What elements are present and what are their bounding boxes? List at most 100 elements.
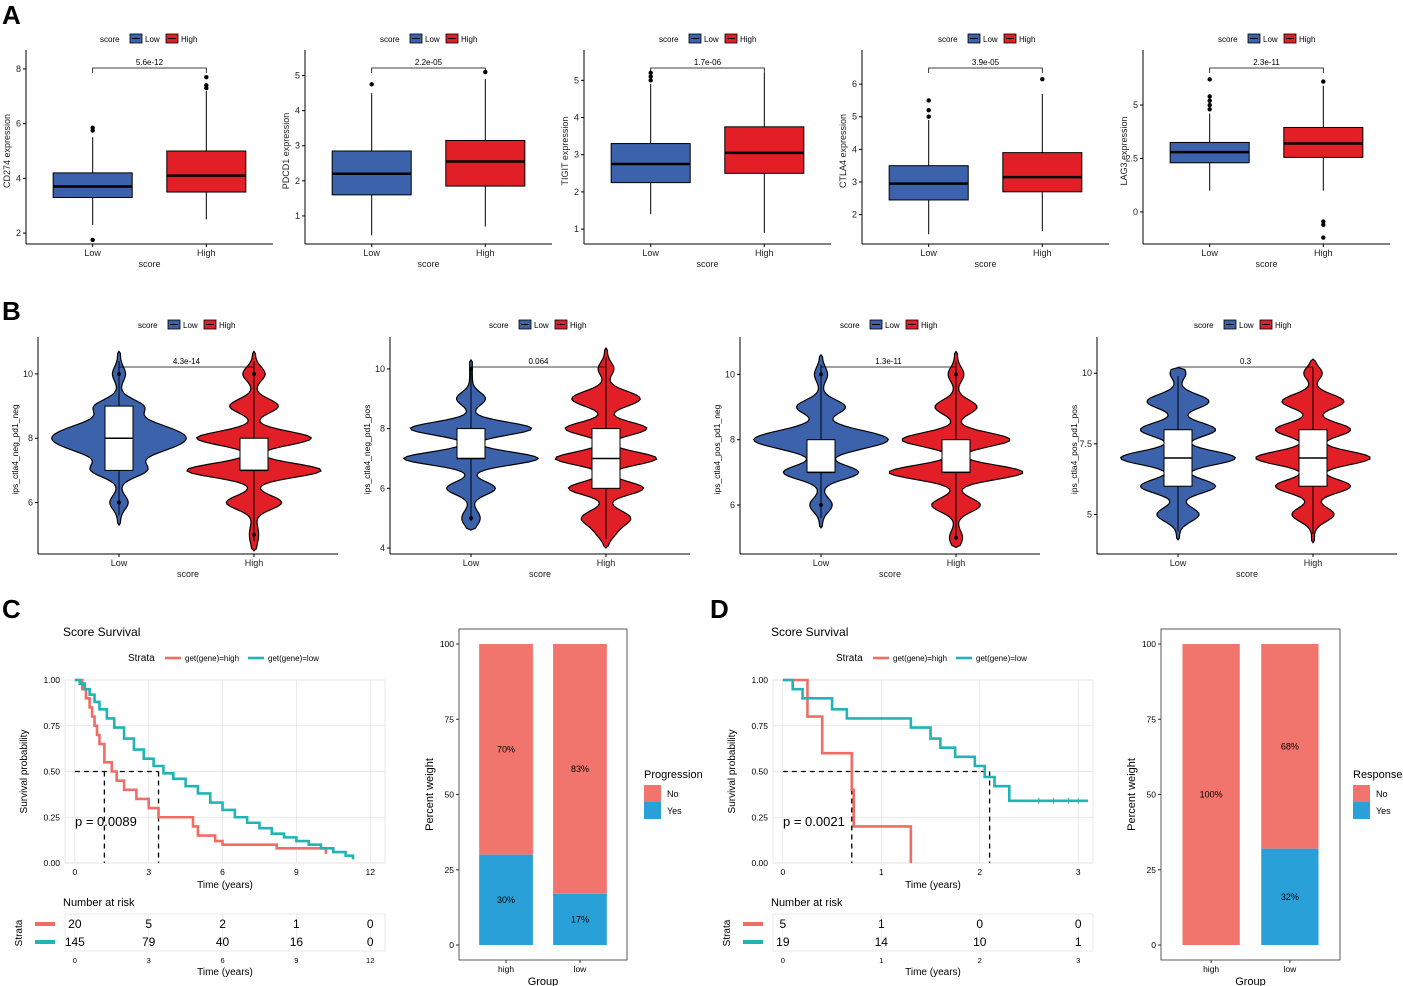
outlier-point xyxy=(469,366,473,371)
boxplot-2: 1 2 3 4 5 Low High 2.2e-05 score PDCD1 expression xyxy=(281,50,552,269)
risk-count: 16 xyxy=(290,935,304,949)
y-tick-label: 100 xyxy=(1142,639,1156,649)
x-tick-label: 12 xyxy=(365,867,375,877)
p-value-label: 5.6e-12 xyxy=(136,58,164,67)
box-high xyxy=(166,150,247,193)
legend-label-high: get(gene)=high xyxy=(185,654,239,663)
outlier-point xyxy=(204,83,209,88)
legend-title: score xyxy=(840,321,860,330)
stacked-bar-c: 0 25 50 75 100 70% 30% high 83% 17% low Group Percen… xyxy=(424,628,703,986)
y-tick-label: 6 xyxy=(16,119,21,129)
boxplot-5: 0 2.5 5 Low High 2.3e-11 score LAG3 expression xyxy=(1119,50,1390,269)
x-tick-label: High xyxy=(197,248,216,258)
y-tick-label: 8 xyxy=(380,424,385,434)
p-value-label: 1.7e-06 xyxy=(694,58,722,67)
bar-label-no: 70% xyxy=(497,744,515,754)
x-tick-label: Low xyxy=(920,248,937,258)
outlier-point xyxy=(369,82,374,87)
bar-segment-no xyxy=(553,644,607,894)
x-tick-label: High xyxy=(1304,558,1323,568)
x-axis-title: Group xyxy=(528,976,559,986)
legend-0: score Low High xyxy=(100,33,197,44)
survival-curve-low xyxy=(74,678,355,860)
risk-count: 145 xyxy=(65,935,85,949)
y-axis-title: ips_ctla4_pos_pd1_neg xyxy=(712,404,722,494)
outlier-point xyxy=(252,371,256,376)
x-tick-label: Low xyxy=(642,248,659,258)
p-value-label: 0.064 xyxy=(528,357,549,366)
y-tick-label: 10 xyxy=(725,369,735,379)
legend-label-low: Low xyxy=(1239,321,1254,330)
x-tick-label: Low xyxy=(1170,558,1187,568)
legend-key-no xyxy=(1353,785,1370,802)
x-tick-label: Low xyxy=(1201,248,1218,258)
y-tick-label: 4 xyxy=(852,144,857,154)
violin-plot-3: 6 8 10 Low High 1.3e-11 score ips_ctla4_pos_pd1… xyxy=(712,337,1040,579)
risk-y-axis-title: Strata xyxy=(14,919,25,946)
legend-label-high: High xyxy=(740,35,756,44)
significance-bracket xyxy=(928,67,1043,73)
x-tick-label: 0 xyxy=(780,867,785,877)
x-tick-label: High xyxy=(1314,248,1333,258)
box-low xyxy=(806,439,836,473)
outlier-point xyxy=(117,500,121,505)
y-axis-title: ips_ctla4_neg_pd1_neg xyxy=(10,404,20,495)
y-tick-label: 5 xyxy=(852,112,857,122)
risk-count: 0 xyxy=(367,935,374,949)
y-axis-title: Survival probability xyxy=(727,730,738,814)
x-axis-title: score xyxy=(974,259,996,269)
bar-label-yes: 30% xyxy=(497,895,515,905)
outlier-point xyxy=(926,108,931,113)
legend-label-high: High xyxy=(570,321,586,330)
x-tick-label: High xyxy=(755,248,774,258)
p-value-label: 1.3e-11 xyxy=(875,357,902,366)
y-tick-label: 10 xyxy=(375,364,385,374)
outlier-point xyxy=(469,516,473,521)
x-tick-label: 3 xyxy=(146,867,151,877)
y-tick-label: 6 xyxy=(380,483,385,493)
x-tick-label: Low xyxy=(363,248,380,258)
y-tick-label: 8 xyxy=(730,435,735,445)
bar-segment-no xyxy=(1261,644,1319,849)
legend-label-low: get(gene)=low xyxy=(268,654,319,663)
y-tick-label: 1 xyxy=(574,224,579,234)
legend-4: score Low High xyxy=(1218,33,1315,44)
y-tick-label: 1.00 xyxy=(751,675,768,685)
x-axis-title: score xyxy=(879,569,901,579)
legend-title: score xyxy=(1194,321,1214,330)
km-plot-d: 0.00 0.25 0.50 0.75 1.00 0 1 2 3 p = 0.0021 Time (… xyxy=(722,625,1094,978)
y-tick-label: 5 xyxy=(1087,509,1092,519)
y-tick-label: 3 xyxy=(295,141,300,151)
x-axis-title: score xyxy=(1255,259,1277,269)
outlier-point xyxy=(954,535,958,540)
y-axis-title: ips_ctla4_pos_pd1_pos xyxy=(1069,405,1079,494)
y-tick-label: 10 xyxy=(23,369,33,379)
x-tick-label: High xyxy=(597,558,616,568)
x-tick-label: low xyxy=(1283,964,1297,974)
risk-table-background xyxy=(64,913,386,952)
legend-title: score xyxy=(489,321,509,330)
legend-title: score xyxy=(138,321,158,330)
p-value-label: 2.2e-05 xyxy=(415,58,443,67)
risk-count: 1 xyxy=(293,917,300,931)
y-tick-label: 0 xyxy=(449,940,454,950)
x-axis-title: score xyxy=(138,259,160,269)
stacked-bar-d: 0 25 50 75 100 100% high 68% 32% low Group Percent … xyxy=(1126,628,1403,986)
outlier-point xyxy=(117,371,121,376)
legend-7: score Low High xyxy=(840,319,937,330)
y-tick-label: 4 xyxy=(295,106,300,116)
y-tick-label: 1.00 xyxy=(43,675,60,685)
y-tick-label: 0.75 xyxy=(751,721,768,731)
x-axis-title: Group xyxy=(1235,976,1266,986)
box-high xyxy=(1002,152,1083,193)
legend-label-high: High xyxy=(461,35,477,44)
bar-label-yes: 32% xyxy=(1281,892,1299,902)
y-tick-label: 100 xyxy=(440,639,454,649)
y-axis-title: Survival probability xyxy=(19,730,30,814)
outlier-point xyxy=(1207,98,1212,103)
legend-label-high: High xyxy=(1019,35,1035,44)
risk-x-tick-label: 3 xyxy=(1076,956,1080,965)
x-tick-label: Low xyxy=(463,558,480,568)
significance-bracket xyxy=(650,67,765,73)
